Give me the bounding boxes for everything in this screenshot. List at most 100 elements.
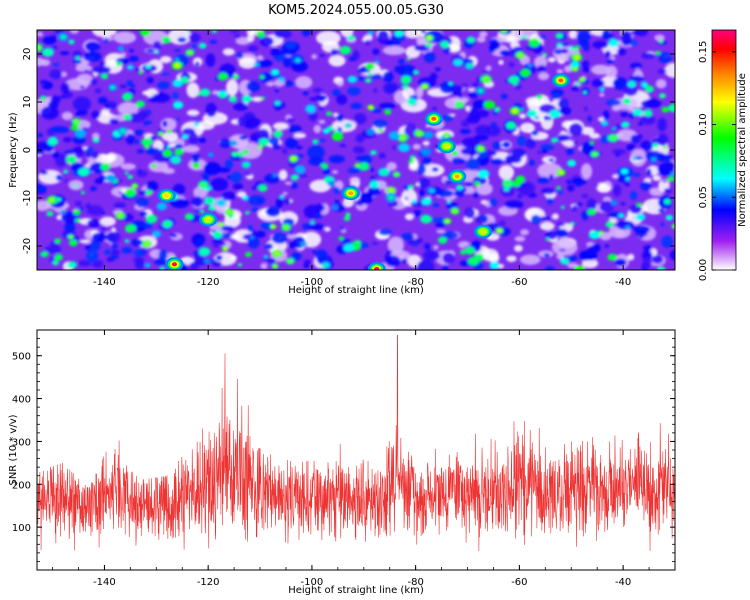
spectrogram-cell (537, 162, 563, 179)
spectrogram-cell (188, 32, 201, 43)
snr-y-axis: 100 200 300 400 500 (12, 329, 675, 562)
spectrogram-cell (110, 249, 121, 256)
spectrogram-cell (425, 124, 430, 128)
spectrogram-cell (198, 247, 211, 257)
spectrogram-texture (37, 30, 675, 270)
spectrogram-cell (73, 209, 81, 216)
spectrogram-cell (480, 214, 488, 222)
spectrogram-cell (193, 121, 200, 127)
spectrogram-cell (229, 255, 237, 260)
spectrogram-cell (528, 38, 541, 48)
spectrogram-cell (664, 146, 667, 149)
spectrogram-cell (539, 216, 552, 222)
spectrogram-cell (504, 200, 524, 210)
spectrogram-cell (591, 64, 611, 75)
spectrogram-cell (556, 222, 566, 227)
spectrogram-cell (253, 62, 260, 67)
colorbar-gradient (711, 29, 737, 271)
spectrogram-cell (615, 152, 621, 157)
spectrogram-cell (173, 158, 179, 162)
spectrogram-cell (236, 52, 244, 59)
spectrogram-cell (232, 183, 244, 191)
spectrogram-cell (604, 50, 612, 57)
spectrogram-cell (465, 105, 471, 112)
spectrogram-cell (442, 114, 454, 122)
spectrogram-cell (145, 147, 161, 156)
spectrogram-cell (174, 144, 184, 149)
spectrogram-cell (120, 129, 126, 133)
spectrogram-cell (498, 165, 515, 181)
spectrogram-cell (113, 31, 137, 44)
spectrogram-cell (208, 258, 217, 263)
spectrogram-cell (663, 188, 672, 194)
spectrogram-cell (630, 31, 639, 35)
spectrogram-cell (135, 100, 145, 108)
spectrogram-cell (191, 116, 197, 120)
spectrogram-cell (244, 173, 252, 177)
spectrogram-cell (437, 236, 448, 244)
spectrogram-cell (373, 88, 378, 93)
spectrogram-cell (650, 157, 657, 163)
spectrogram-cell (152, 40, 162, 50)
spectrogram-cell (164, 222, 170, 226)
spectrogram-cell (263, 254, 268, 259)
spectrogram-cell (92, 137, 100, 143)
spectrogram-cell (196, 120, 215, 131)
spectrogram-cell (250, 236, 255, 240)
spectrogram-cell (404, 85, 408, 89)
spectrogram-cell (483, 77, 489, 82)
spectrogram-cell (525, 138, 536, 149)
spectrogram-cell (567, 159, 576, 167)
spectrogram-cell (234, 75, 238, 79)
spectrogram-cell (213, 237, 223, 243)
spectrogram-cell (357, 75, 366, 82)
spectrogram-cell (489, 44, 497, 52)
spectrogram-cell (272, 173, 278, 177)
spectrogram-cell (264, 173, 281, 184)
spectrogram-cell (239, 264, 241, 266)
spectrogram-cell (68, 239, 78, 247)
spectrogram-cell (215, 254, 223, 261)
spectrogram-cell (210, 177, 229, 192)
spectrogram-cell (578, 38, 590, 47)
spectrogram-cell (278, 169, 288, 181)
spectrogram-cell (99, 60, 106, 67)
spectrogram-cell (70, 162, 83, 171)
spectrogram-cell (604, 244, 610, 248)
spectrogram-cell (534, 116, 539, 120)
spectrogram-cell (584, 106, 588, 112)
spectrogram-cell (398, 58, 405, 65)
x-tick-label: -80 (407, 577, 423, 588)
spectrogram-cell (444, 179, 452, 185)
spectrogram-cell (347, 167, 361, 174)
spectrogram-cell (535, 94, 543, 100)
spectrogram-cell (468, 107, 479, 120)
spectrogram-cell (87, 218, 101, 228)
spectrogram-cell (398, 253, 406, 259)
spectrogram-cell (640, 81, 649, 88)
spectrogram-cell (348, 56, 356, 62)
spectrogram-cell (495, 108, 499, 111)
spectrogram-cell (386, 161, 397, 171)
spectrogram-cell (381, 170, 387, 175)
spectrogram-cell (378, 102, 396, 109)
spectrogram-cell (173, 101, 184, 109)
spectrogram-cell (420, 214, 432, 224)
spectrogram-cell (54, 254, 63, 261)
spectrogram-cell (569, 221, 575, 226)
spectrogram-cell (330, 48, 339, 56)
spectrogram-cell (188, 131, 199, 146)
spectrogram-cell (566, 179, 573, 184)
spectrogram-cell (161, 72, 170, 76)
spectrogram-cell (539, 35, 547, 40)
spectrogram-cell (243, 149, 250, 155)
spectrogram-cell (587, 208, 597, 216)
spectrogram-cell (212, 261, 223, 267)
spectrogram-cell (566, 147, 574, 156)
spectrogram-cell (274, 89, 280, 93)
spectrogram-cell (406, 57, 411, 61)
spectrogram-cell (587, 115, 592, 123)
spectrogram-cell (327, 180, 336, 187)
snr-x-label: Height of straight line (km) (288, 585, 424, 596)
spectrogram-cell (556, 134, 571, 142)
